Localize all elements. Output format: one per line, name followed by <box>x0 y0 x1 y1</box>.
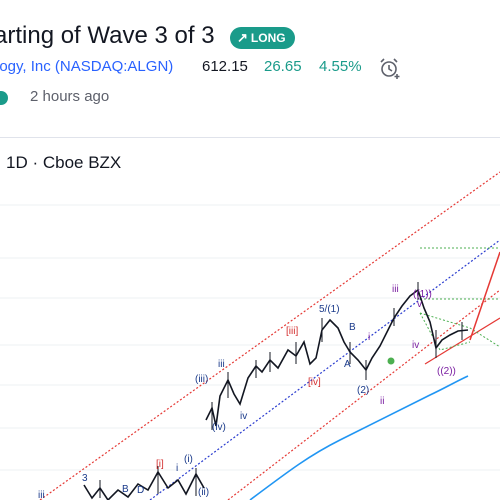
symbol-row: logy, Inc (NASDAQ:ALGN) 612.15 26.65 4.5… <box>0 58 500 82</box>
wave-label: 5/(1) <box>319 304 340 315</box>
wave-label: B <box>349 322 356 333</box>
alarm-clock-add-icon[interactable] <box>378 56 402 80</box>
wave-label: (iii) <box>195 374 208 385</box>
moving-average-line <box>249 375 469 500</box>
wave-label: ((2)) <box>437 366 456 377</box>
solid-support-line <box>424 317 500 365</box>
wave-label: iii <box>38 490 45 500</box>
upper-channel-line <box>39 171 500 500</box>
signal-dot <box>387 357 395 365</box>
meta-row: 2 hours ago <box>0 88 500 108</box>
wave-label: ii <box>380 396 384 407</box>
arrow-up-right-icon: ↗ <box>237 30 248 45</box>
projection-arrow <box>469 251 500 341</box>
wave-label: (i) <box>184 454 193 465</box>
badge-label: LONG <box>250 31 286 45</box>
author-avatar[interactable] <box>0 91 8 105</box>
wave-label: [iii] <box>286 326 298 337</box>
price-candles <box>83 288 469 500</box>
wave-label: i <box>368 332 370 343</box>
middle-trend-line <box>149 239 500 500</box>
idea-title-row: arting of Wave 3 of 3 ↗ LONG <box>0 22 500 56</box>
symbol-link[interactable]: logy, Inc (NASDAQ:ALGN) <box>0 58 174 75</box>
wave-label: iv <box>240 411 247 422</box>
wave-label: v <box>417 299 422 310</box>
wave-label: iv <box>412 340 419 351</box>
triangle-pattern <box>419 312 500 351</box>
wave-label: iii <box>218 359 225 370</box>
wave-label: D <box>137 485 144 496</box>
wave-label: (ii) <box>198 487 209 498</box>
long-badge: ↗ LONG <box>230 27 295 49</box>
lower-channel-line <box>227 289 500 500</box>
last-price: 612.15 <box>202 58 248 75</box>
wave-label: (2) <box>357 385 369 396</box>
candle-wicks <box>99 282 463 498</box>
posted-time: 2 hours ago <box>30 88 110 105</box>
wave-label: A <box>344 359 351 370</box>
price-chart[interactable]: iii 3 B D [i] i (i) (ii) iii (iii) (iv) … <box>0 140 500 500</box>
idea-title: arting of Wave 3 of 3 <box>0 22 215 49</box>
chart-interval-exchange: 1D · Cboe BZX <box>6 153 122 172</box>
wave-label: [iv] <box>308 377 321 388</box>
price-change: 26.65 <box>264 58 302 75</box>
wave-label: B <box>122 484 129 495</box>
wave-label: ((1)) <box>413 289 432 300</box>
price-change-percent: 4.55% <box>319 58 362 75</box>
wave-label: [i] <box>156 459 164 470</box>
wave-label: iii <box>392 284 399 295</box>
wave-label: (iv) <box>212 422 226 433</box>
wave-label: i <box>176 463 178 474</box>
divider <box>0 137 500 138</box>
wave-label: 3 <box>82 473 88 484</box>
grid-lines <box>0 204 500 471</box>
